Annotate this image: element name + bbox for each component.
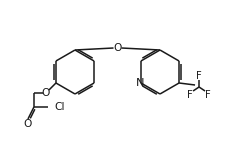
Text: O: O: [42, 88, 50, 98]
Text: F: F: [196, 71, 202, 81]
Text: N: N: [136, 78, 144, 88]
Text: O: O: [24, 119, 32, 129]
Text: F: F: [205, 90, 211, 100]
Text: O: O: [113, 43, 122, 53]
Text: F: F: [187, 90, 193, 100]
Text: Cl: Cl: [54, 102, 64, 112]
